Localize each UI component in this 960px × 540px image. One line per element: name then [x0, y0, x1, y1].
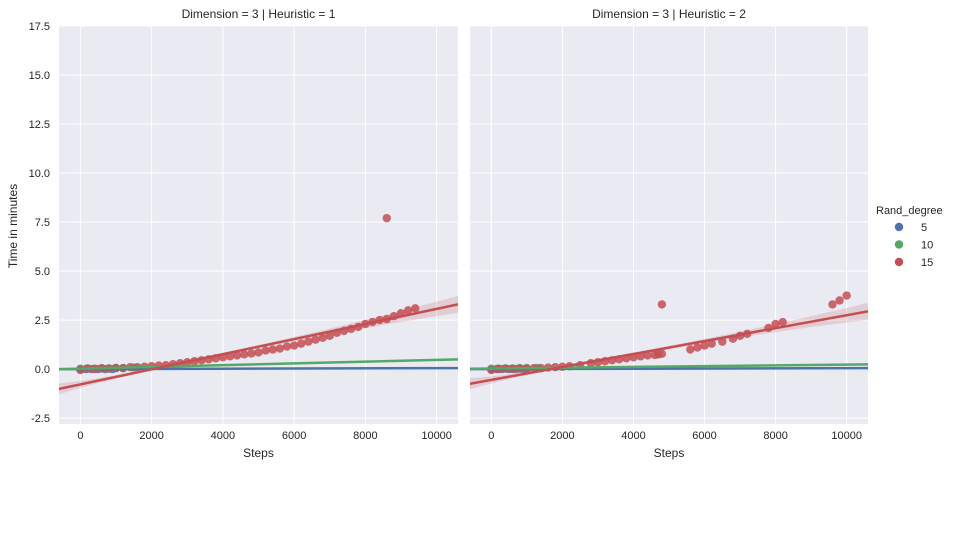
confidence-band — [59, 295, 458, 395]
x-tick-label: 8000 — [763, 430, 787, 442]
data-point — [842, 291, 851, 300]
regression-line — [59, 358, 458, 371]
x-tick-label: 10000 — [831, 430, 862, 442]
regression-line — [59, 366, 458, 371]
legend-marker — [894, 257, 904, 267]
data-point — [828, 300, 837, 309]
y-tick-label: 17.5 — [29, 21, 50, 33]
data-point — [325, 331, 334, 340]
data-point — [382, 213, 391, 223]
x-tick-label: 4000 — [621, 430, 645, 442]
regression-line — [470, 363, 868, 371]
x-tick-label: 2000 — [550, 430, 574, 442]
x-tick-label: 10000 — [421, 430, 452, 442]
plot-area — [59, 213, 458, 395]
legend-label: 10 — [921, 240, 933, 252]
data-point — [261, 346, 270, 355]
data-point — [718, 337, 727, 346]
data-point — [693, 343, 702, 352]
panel-background — [59, 26, 458, 424]
legend: Rand_degree 5 10 15 — [876, 205, 943, 269]
data-point — [254, 348, 263, 357]
x-tick-label: 8000 — [353, 430, 377, 442]
legend-title: Rand_degree — [876, 205, 943, 217]
data-point — [686, 345, 695, 354]
regression-line — [59, 303, 458, 391]
x-axis-label: Steps — [654, 446, 685, 460]
data-point — [771, 319, 780, 329]
data-point — [282, 342, 292, 351]
data-point — [268, 345, 277, 354]
y-tick-label: 15.0 — [29, 70, 50, 82]
facet-panel: 0 2000 4000 6000 8000 10000 -2.5 0.0 2.5 5.0 7.5 10… — [29, 7, 458, 460]
data-point — [247, 349, 256, 358]
y-tick-label: 0.0 — [35, 364, 50, 376]
confidence-band — [470, 302, 868, 390]
panel-title: Dimension = 3 | Heuristic = 1 — [182, 7, 336, 21]
data-point — [318, 333, 327, 342]
data-point — [289, 341, 299, 350]
panel-background — [470, 26, 868, 424]
data-point — [311, 335, 320, 344]
y-tick-label: 7.5 — [35, 217, 50, 229]
data-point — [657, 349, 667, 359]
y-axis-label: Time in minutes — [6, 184, 20, 268]
panel-title: Dimension = 3 | Heuristic = 2 — [592, 7, 746, 21]
y-tick-label: 12.5 — [29, 119, 50, 131]
data-point — [240, 350, 249, 359]
data-point — [707, 339, 716, 348]
data-point — [275, 344, 285, 353]
data-point — [657, 300, 667, 309]
legend-label: 15 — [921, 257, 933, 269]
x-axis-label: Steps — [243, 446, 274, 460]
data-point — [232, 351, 242, 360]
legend-label: 5 — [921, 222, 927, 234]
x-tick-label: 2000 — [139, 430, 163, 442]
data-point — [403, 306, 413, 315]
plot-area — [470, 291, 868, 390]
x-tick-label: 0 — [488, 430, 494, 442]
data-point — [778, 317, 787, 327]
regression-line — [470, 310, 868, 386]
y-tick-label: 2.5 — [35, 315, 50, 327]
facet-panels: 0 2000 4000 6000 8000 10000 -2.5 0.0 2.5 5.0 7.5 10… — [29, 7, 868, 460]
legend-marker — [894, 222, 904, 232]
y-tick-label: 5.0 — [35, 266, 50, 278]
data-point — [643, 351, 652, 360]
data-point — [304, 337, 313, 346]
y-tick-label: -2.5 — [31, 413, 50, 425]
x-tick-label: 4000 — [211, 430, 235, 442]
data-point — [411, 304, 420, 313]
y-tick-label: 10.0 — [29, 168, 50, 180]
data-point — [700, 341, 709, 350]
x-tick-label: 6000 — [282, 430, 306, 442]
x-tick-label: 0 — [77, 430, 83, 442]
x-tick-label: 6000 — [692, 430, 716, 442]
facet-panel: 0 2000 4000 6000 8000 10000 Dimension = 3 | He… — [470, 7, 868, 460]
legend-marker — [894, 240, 904, 249]
data-point — [297, 339, 306, 348]
data-point — [835, 296, 844, 305]
